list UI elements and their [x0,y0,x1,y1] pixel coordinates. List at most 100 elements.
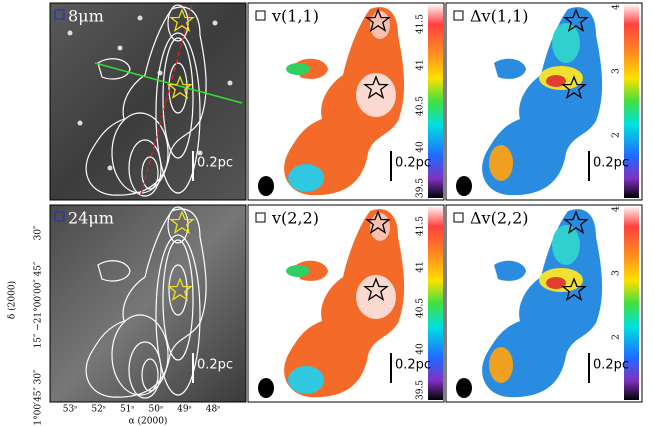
panel-label: Δv(1,1) [470,7,529,26]
panel-label: 24μm [68,209,114,228]
panel-label: v(1,1) [271,7,319,26]
label-box [453,212,464,223]
contour [128,139,162,197]
panel: 39.5 40 40.5 41 41.5 v(2,2) 0.2pc [247,204,445,403]
y-tick-label: 30″ [34,369,44,384]
y-tick-label: 45″ [34,261,44,276]
y-tick-label: −21°00′00″ [34,278,44,330]
map-feature [552,23,580,63]
axes: 53ˢ 52ˢ 51ˢ 50ˢ 49ˢ 48ˢ 30″ 45″ −21°00′00″ 15″ 30″… [7,225,221,426]
colorbar-tick-label: 3 [612,68,622,74]
x-tick-label: 53ˢ [63,405,77,415]
scale-label: 0.2pc [395,156,431,171]
star-source [107,165,113,171]
colorbar-tick-label: 4 [612,4,622,10]
x-axis-label: α (2000) [129,416,168,426]
colorbar-tick-label: 40.5 [416,298,426,318]
contour [167,206,189,244]
panel-frame [49,2,247,201]
image-background [50,205,246,402]
beam [456,176,472,196]
star-source [227,80,233,86]
colorbar-tick-label: 4 [612,206,622,212]
x-tick-label: 52ˢ [91,405,105,415]
contour [128,341,162,399]
map-feature [288,366,324,394]
label-box [255,10,266,21]
colorbar-tick-label: 39.5 [416,380,426,400]
star-source [67,30,73,36]
x-tick-label: 48ˢ [206,405,220,415]
map-feature [552,225,580,265]
panel: 8μm 0.2pc [49,2,247,201]
panel: 2 3 4 Δv(1,1) 0.2pc [445,2,643,201]
label-box [453,10,464,21]
panel-frame [247,2,445,201]
y-axis-label: δ (2000) [7,281,18,319]
colorbar-tick-label: 41.5 [416,216,426,236]
label-box [54,9,65,20]
scale-label: 0.2pc [197,358,233,373]
star-source [77,120,83,126]
scale-label: 0.2pc [197,156,233,171]
x-tick-label: 50ˢ [149,405,163,415]
colorbar-tick-label: 2 [612,334,622,340]
label-box [54,211,65,222]
map-feature [286,63,310,75]
colorbar-tick-label: 2 [612,132,622,138]
map-feature [489,347,513,383]
panel: 2 3 4 Δv(2,2) 0.2pc [445,204,643,403]
contour [162,37,194,159]
map-feature [356,73,396,117]
colorbar-tick-label: 41 [416,59,426,70]
label-box [255,212,266,223]
star-source [197,150,203,156]
contour [141,358,159,392]
panel-label: v(2,2) [271,209,319,228]
beam [456,378,472,398]
x-tick-label: 49ˢ [177,405,191,415]
cut-line [94,62,243,104]
star-source [137,15,143,21]
beam [258,176,274,196]
contour [141,156,159,190]
star-source [117,45,123,51]
colorbar [428,5,443,198]
cut-line [139,4,193,199]
colorbar-tick-label: 39.5 [416,178,426,198]
colorbar [428,207,443,400]
contour [167,4,189,42]
map-feature [286,265,310,277]
y-tick-label: 30″ [34,225,44,240]
contour [111,112,169,194]
panel-frame [49,204,247,403]
colorbar-tick-label: 41 [416,261,426,272]
beam [258,378,274,398]
colorbar-tick-label: 41.5 [416,14,426,34]
panel-label: 8μm [68,7,104,26]
contour [155,234,201,396]
colorbar [624,207,639,400]
panel: 24μm 0.2pc [49,204,247,403]
panel-frame [247,204,445,403]
panel-label: Δv(2,2) [470,209,529,228]
panel: 39.5 40 40.5 41 41.5 v(1,1) 0.2pc [247,2,445,201]
map-feature [288,164,324,192]
y-tick-label: 15″ [34,333,44,348]
panel-frame [445,2,643,201]
map-feature [546,277,566,289]
colorbar-tick-label: 3 [612,270,622,276]
x-tick-label: 51ˢ [120,405,134,415]
star-source [212,20,218,26]
colorbar-tick-label: 40 [416,141,426,153]
colorbar-tick-label: 40.5 [416,96,426,116]
scale-label: 0.2pc [395,358,431,373]
map-feature [356,275,396,319]
map-feature [489,145,513,181]
scale-label: 0.2pc [593,358,629,373]
scale-label: 0.2pc [593,156,629,171]
y-tick-label: −21°00′45″ [34,386,44,426]
colorbar-tick-label: 40 [416,343,426,355]
map-feature [546,75,566,87]
